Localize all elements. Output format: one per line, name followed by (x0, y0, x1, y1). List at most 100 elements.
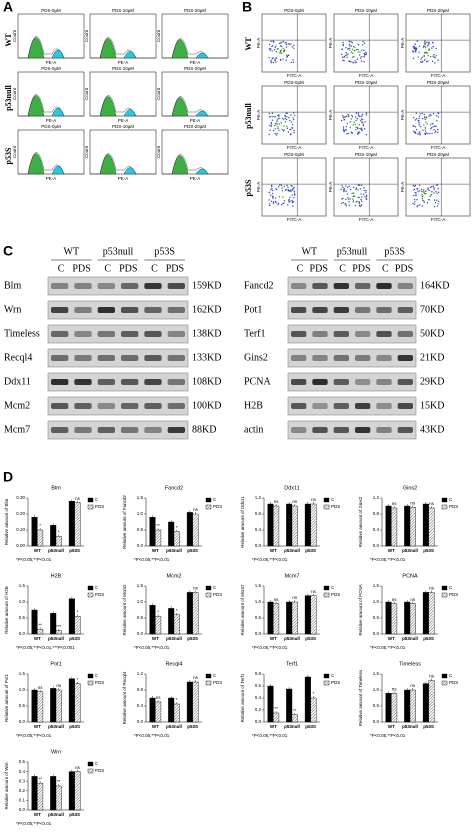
y-axis-label: Count (84, 87, 89, 100)
scatter-dot (272, 129, 275, 132)
scatter-dot (357, 132, 360, 135)
scatter-dot (357, 112, 360, 114)
plot-frame (161, 13, 229, 59)
y-tick-label: 0.5 (19, 759, 26, 764)
scatter-dot (285, 112, 287, 114)
x-tick-label: p53S (423, 724, 434, 729)
scatter-dot (424, 118, 426, 121)
bar (304, 595, 311, 635)
scatter-dot (279, 184, 281, 186)
y-tick-label: 0.8 (373, 511, 380, 516)
scatter-dot (287, 186, 289, 189)
plot-frame (333, 13, 399, 73)
scatter-dot (293, 197, 295, 199)
scatter-dot (278, 196, 281, 198)
scatter-dot (422, 189, 425, 191)
legend-swatch (441, 497, 448, 503)
condition-label: PDS (119, 263, 137, 274)
scatter-dot (277, 117, 280, 120)
footnote: *P<0.05,**P<0.01 (252, 557, 288, 562)
blot-strip (287, 348, 417, 368)
y-tick-label: 0.8 (255, 671, 262, 676)
scatter-dot (424, 133, 427, 136)
scatter-dot (282, 196, 284, 198)
y-tick-label: 0.4 (373, 527, 380, 532)
scatter-dot (432, 112, 435, 115)
scatter-dot (430, 186, 433, 188)
scatter-dot (269, 204, 271, 207)
scatter-dot (268, 203, 271, 205)
scatter-dot (414, 119, 417, 121)
scatter-dot (280, 121, 282, 124)
y-axis-label: Count (156, 145, 161, 158)
footnote: *P<0.05,**P<0.01 (16, 557, 52, 562)
scatter-dot (342, 43, 344, 46)
plot-frame (261, 85, 327, 145)
blot-band (376, 331, 392, 337)
scatter-dot (342, 126, 345, 128)
scatter-dot (434, 62, 436, 64)
scatter-dot (345, 204, 347, 207)
scatter-dot (427, 187, 429, 189)
scatter-dot (433, 192, 435, 194)
y-tick-label: 1.5 (19, 671, 26, 676)
scatter-dot (421, 190, 423, 193)
scatter-dot (352, 56, 354, 58)
scatter-dot (437, 131, 439, 134)
blot-band (74, 379, 92, 385)
scatter-dot (415, 47, 417, 49)
scatter-dot (357, 44, 360, 46)
scatter-dot (361, 121, 364, 123)
bar (404, 505, 411, 547)
scatter-dot (288, 198, 290, 201)
x-tick-label: p53null (48, 548, 64, 553)
scatter-dot (415, 117, 418, 120)
footnote: *P<0.05,**P<0.01 (16, 733, 52, 738)
bar (422, 503, 429, 547)
footnote: *P<0.05,**P<0.01 (370, 645, 406, 650)
scatter-dot (287, 54, 290, 56)
x-axis-label: PE-A (190, 176, 201, 181)
scatter-dot (428, 49, 430, 52)
blot-band (333, 355, 349, 361)
footnote: *P<0.05,**P<0.01 (252, 733, 288, 738)
scatter-dot (363, 128, 366, 130)
blot-strip (47, 420, 189, 440)
footnote: *P<0.05,**P<0.01,***P<0.001 (16, 645, 75, 650)
scatter-dot (420, 58, 422, 60)
blot-band (312, 427, 328, 433)
scatter-dot (291, 199, 293, 202)
y-tick-label: 0.1 (19, 798, 26, 803)
scatter-dot (429, 132, 431, 135)
histogram-line (162, 96, 228, 117)
blot-strip (287, 372, 417, 392)
bar (37, 782, 44, 811)
blot-band (121, 379, 139, 385)
scatter-dot (427, 45, 429, 47)
histogram-line (18, 36, 84, 59)
y-tick-label: 0.20 (16, 511, 25, 516)
legend-swatch (87, 768, 94, 774)
plot-frame (89, 13, 157, 59)
scatter-dot (414, 50, 417, 52)
scatter-dot (425, 121, 427, 123)
y-axis-title: Relative amount of Terf1 (240, 673, 245, 722)
protein-label: Wrn (4, 304, 21, 315)
x-tick-label: p53S (305, 724, 316, 729)
scatter-dot (357, 131, 359, 133)
blot-band (333, 379, 349, 385)
scatter-dot (354, 123, 357, 126)
scatter-dot (351, 114, 353, 117)
bar (55, 689, 62, 723)
scatter-dot (340, 119, 343, 122)
group-label: p53null (103, 246, 134, 257)
scatter-dot (423, 55, 425, 58)
scatter-dot (346, 193, 349, 195)
scatter-dot (352, 124, 354, 126)
blot-band (397, 331, 413, 337)
legend-swatch (87, 680, 94, 686)
scatter-dot (270, 115, 272, 118)
scatter-dot (290, 184, 292, 187)
legend-swatch (441, 680, 448, 686)
footnote: *P<0.05,**P<0.01 (16, 821, 52, 826)
